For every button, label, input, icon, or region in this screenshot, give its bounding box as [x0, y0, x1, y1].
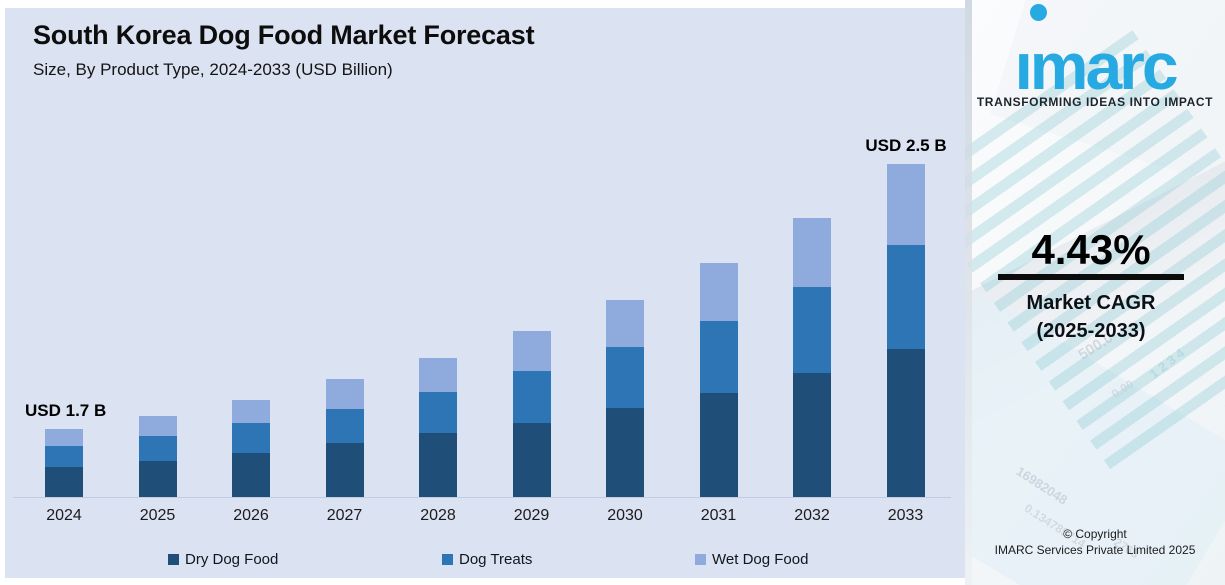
legend-label: Wet Dog Food: [712, 551, 809, 568]
bar-2028-segment-dry-dog-food: [419, 433, 457, 497]
imarc-logo-text: ımarc: [1014, 4, 1179, 103]
cagr-label: Market CAGR: [1026, 292, 1156, 314]
bar-2028-segment-dog-treats: [419, 392, 457, 433]
bar-2027-segment-dog-treats: [325, 409, 364, 443]
logo-i-dot-icon: [1030, 4, 1048, 21]
legend-chip-icon: [168, 554, 179, 565]
copyright-line1: © Copyright: [1063, 527, 1127, 541]
bar-2032-segment-wet-dog-food: [793, 218, 831, 287]
bar-value-label: USD 1.7 B: [25, 401, 107, 420]
bar-2024-segment-wet-dog-food: [45, 429, 83, 446]
copyright-line2: IMARC Services Private Limited 2025: [994, 543, 1196, 557]
bar-2031-segment-wet-dog-food: [699, 263, 738, 321]
bar-2033-segment-dry-dog-food: [886, 349, 925, 497]
legend-item-wet-dog-food: Wet Dog Food: [695, 551, 808, 568]
bar-2024-segment-dry-dog-food: [45, 467, 83, 497]
x-axis-line: [13, 497, 951, 498]
bar-2029-segment-wet-dog-food: [512, 331, 551, 371]
x-tick-2030: 2030: [607, 507, 643, 524]
bar-2031-segment-dry-dog-food: [699, 393, 738, 497]
legend-label: Dry Dog Food: [185, 551, 279, 568]
brand-panel: 500.0 0.00 1 2 3 4 16982048 0.134785714 2768 …: [965, 0, 1225, 585]
bar-2032-segment-dry-dog-food: [793, 373, 831, 497]
x-tick-2031: 2031: [700, 507, 737, 524]
chart-panel: South Korea Dog Food Market Forecast Siz…: [5, 8, 965, 578]
cagr-value: 4.43%: [1031, 226, 1151, 273]
bar-2026-segment-dry-dog-food: [232, 453, 270, 497]
imarc-tagline: TRANSFORMING IDEAS INTO IMPACT: [976, 95, 1214, 109]
bar-2033-segment-dog-treats: [886, 245, 925, 349]
bar-2024-segment-dog-treats: [45, 446, 83, 467]
bar-2030-segment-dog-treats: [606, 347, 644, 408]
x-tick-2032: 2032: [794, 507, 830, 524]
bar-2030-segment-dry-dog-food: [606, 408, 644, 497]
legend-chip-icon: [442, 554, 453, 565]
bar-2026-segment-dog-treats: [232, 423, 270, 453]
x-tick-2029: 2029: [513, 507, 550, 524]
panel-edge-shadow: [965, 0, 972, 585]
bar-2025-segment-wet-dog-food: [138, 416, 177, 436]
bar-2026-segment-wet-dog-food: [232, 400, 270, 423]
x-tick-2026: 2026: [233, 507, 269, 524]
bar-2033-segment-wet-dog-food: [886, 164, 925, 245]
bar-2029-segment-dog-treats: [512, 371, 551, 423]
bar-2029-segment-dry-dog-food: [512, 423, 551, 497]
x-tick-2024: 2024: [46, 507, 82, 524]
x-tick-2033: 2033: [887, 507, 924, 524]
cagr-underline: [998, 274, 1184, 280]
legend-label: Dog Treats: [459, 551, 533, 568]
page-title: South Korea Dog Food Market Forecast: [33, 20, 535, 50]
bar-2025-segment-dry-dog-food: [138, 461, 177, 497]
page-subtitle: Size, By Product Type, 2024-2033 (USD Bi…: [33, 60, 393, 79]
x-tick-2028: 2028: [420, 507, 456, 524]
imarc-logo: ımarc: [975, 4, 1215, 99]
bar-2031-segment-dog-treats: [699, 321, 738, 393]
x-tick-2025: 2025: [139, 507, 176, 524]
bar-value-label: USD 2.5 B: [865, 136, 947, 155]
bar-2027-segment-dry-dog-food: [325, 443, 364, 497]
cagr-range: (2025-2033): [1036, 320, 1146, 342]
bar-2030-segment-wet-dog-food: [606, 300, 644, 347]
bar-2027-segment-wet-dog-food: [325, 379, 364, 409]
bar-2032-segment-dog-treats: [793, 287, 831, 373]
bar-2028-segment-wet-dog-food: [419, 358, 457, 392]
legend-item-dry-dog-food: Dry Dog Food: [168, 551, 278, 568]
x-tick-2027: 2027: [326, 507, 363, 524]
legend-chip-icon: [695, 554, 706, 565]
bar-2025-segment-dog-treats: [138, 436, 177, 461]
legend-item-dog-treats: Dog Treats: [442, 551, 532, 568]
